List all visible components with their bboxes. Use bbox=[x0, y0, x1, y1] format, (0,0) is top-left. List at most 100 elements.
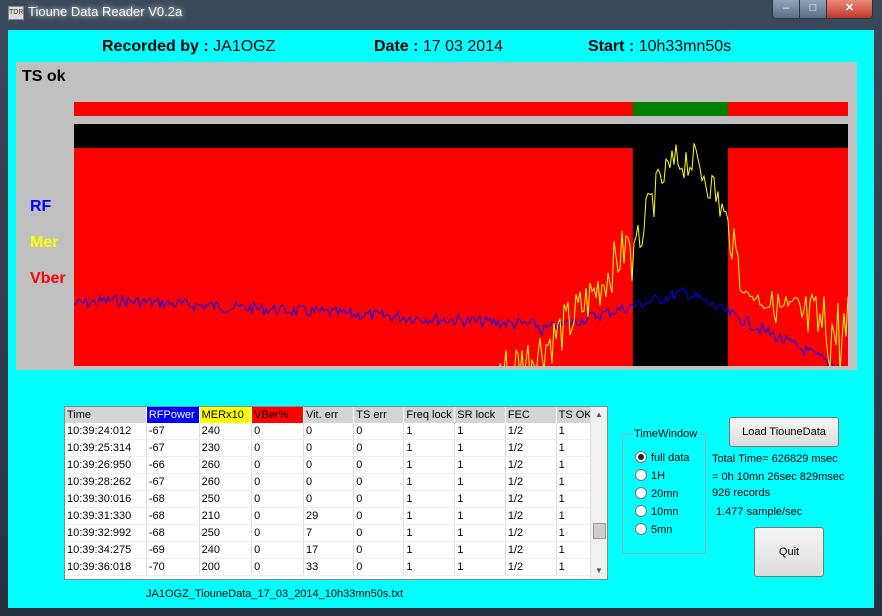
column-header[interactable]: MERx10 bbox=[199, 407, 253, 423]
table-cell: 1 bbox=[454, 439, 506, 457]
column-header[interactable]: RFPower bbox=[146, 407, 200, 423]
table-cell: 1/2 bbox=[505, 456, 557, 474]
table-cell: 0 bbox=[251, 423, 304, 440]
table-cell: 29 bbox=[303, 507, 355, 525]
table-cell: 0 bbox=[251, 439, 304, 457]
table-row[interactable]: 10:39:24:012 -67 240 0 0 0 1 1 1/2 1 bbox=[65, 423, 607, 440]
radio-icon[interactable] bbox=[635, 505, 647, 517]
load-tiounedata-button[interactable]: Load TiouneData bbox=[729, 417, 839, 447]
column-header[interactable]: VBer% bbox=[251, 407, 304, 423]
radio-icon[interactable] bbox=[635, 469, 647, 481]
app-icon: TDR bbox=[8, 6, 24, 20]
table-cell: 0 bbox=[353, 558, 405, 576]
ts-ok-label: TS ok bbox=[22, 68, 66, 85]
table-cell: 1/2 bbox=[505, 423, 557, 440]
table-cell: 1 bbox=[403, 558, 456, 576]
table-cell: 0 bbox=[353, 439, 405, 457]
radio-icon[interactable] bbox=[635, 487, 647, 499]
column-header[interactable]: FEC bbox=[505, 407, 557, 423]
start: Start : 10h33mn50s bbox=[588, 38, 731, 56]
time-window-option[interactable]: 20mn bbox=[635, 487, 679, 500]
table-cell: -66 bbox=[146, 456, 200, 474]
table-cell: -69 bbox=[146, 541, 200, 559]
table-row[interactable]: 10:39:36:018 -70 200 0 33 0 1 1 1/2 1 bbox=[65, 558, 607, 576]
column-header[interactable]: SR lock bbox=[454, 407, 506, 423]
table-cell: 1 bbox=[454, 473, 506, 491]
table-cell: 0 bbox=[251, 473, 304, 491]
table-cell: -68 bbox=[146, 507, 200, 525]
table-cell: 200 bbox=[199, 558, 253, 576]
table-row[interactable]: 10:39:30:016 -68 250 0 0 0 1 1 1/2 1 bbox=[65, 490, 607, 508]
table-cell: 0 bbox=[353, 456, 405, 474]
close-button[interactable]: ✕ bbox=[826, 0, 873, 19]
table-scrollbar[interactable]: ▲ ▼ bbox=[590, 407, 607, 579]
table-row[interactable]: 10:39:32:992 -68 250 0 7 0 1 1 1/2 1 bbox=[65, 524, 607, 542]
table-cell: 7 bbox=[303, 524, 355, 542]
table-cell: 10:39:24:012 bbox=[65, 423, 147, 440]
table-cell: -67 bbox=[146, 473, 200, 491]
table-cell: 1 bbox=[454, 524, 506, 542]
table-cell: 10:39:32:992 bbox=[65, 524, 147, 542]
quit-button[interactable]: Quit bbox=[754, 527, 824, 577]
minimize-button[interactable]: ‒ bbox=[772, 0, 800, 19]
table-cell: 0 bbox=[251, 507, 304, 525]
column-header[interactable]: Time bbox=[65, 407, 147, 423]
rf-legend: RF bbox=[30, 198, 52, 215]
table-cell: 10:39:31:330 bbox=[65, 507, 147, 525]
date-value: 17 03 2014 bbox=[422, 38, 503, 55]
table-cell: 230 bbox=[199, 439, 253, 457]
date-label: Date : bbox=[374, 38, 419, 55]
table-cell: 250 bbox=[199, 490, 253, 508]
table-cell: 0 bbox=[353, 541, 405, 559]
column-header[interactable]: TS err bbox=[353, 407, 405, 423]
maximize-button[interactable]: □ bbox=[799, 0, 827, 19]
scroll-up-icon[interactable]: ▲ bbox=[595, 410, 603, 419]
table-cell: 0 bbox=[251, 558, 304, 576]
table-row[interactable]: 10:39:26:950 -66 260 0 0 0 1 1 1/2 1 bbox=[65, 456, 607, 474]
table-cell: 1/2 bbox=[505, 507, 557, 525]
table-row[interactable]: 10:39:28:262 -67 260 0 0 0 1 1 1/2 1 bbox=[65, 473, 607, 491]
table-cell: 0 bbox=[303, 423, 355, 440]
table-cell: 17 bbox=[303, 541, 355, 559]
column-header[interactable]: Vit. err bbox=[303, 407, 355, 423]
table-row[interactable]: 10:39:34:275 -69 240 0 17 0 1 1 1/2 1 bbox=[65, 541, 607, 559]
table-cell: 0 bbox=[251, 456, 304, 474]
data-table[interactable]: Time RFPower MERx10 VBer% Vit. err TS err Freq… bbox=[64, 406, 608, 580]
vber-area-left bbox=[74, 148, 633, 366]
table-row[interactable]: 10:39:31:330 -68 210 0 29 0 1 1 1/2 1 bbox=[65, 507, 607, 525]
time-window-option[interactable]: 5mn bbox=[635, 523, 672, 536]
scroll-thumb[interactable] bbox=[593, 523, 606, 539]
table-cell: 1/2 bbox=[505, 439, 557, 457]
table-cell: 10:39:36:018 bbox=[65, 558, 147, 576]
table-cell: 1/2 bbox=[505, 558, 557, 576]
scroll-down-icon[interactable]: ▼ bbox=[595, 566, 603, 575]
table-cell: 1 bbox=[403, 423, 456, 440]
time-window-option[interactable]: 1H bbox=[635, 469, 665, 482]
table-cell: 250 bbox=[199, 524, 253, 542]
table-cell: 0 bbox=[251, 524, 304, 542]
table-cell: 1/2 bbox=[505, 473, 557, 491]
column-header[interactable]: Freq lock bbox=[403, 407, 456, 423]
mer-legend: Mer bbox=[30, 234, 59, 251]
table-row[interactable]: 10:39:25:314 -67 230 0 0 0 1 1 1/2 1 bbox=[65, 439, 607, 457]
table-cell: -68 bbox=[146, 524, 200, 542]
table-cell: 0 bbox=[251, 490, 304, 508]
table-cell: 240 bbox=[199, 423, 253, 440]
table-cell: 1 bbox=[403, 524, 456, 542]
table-cell: 0 bbox=[251, 541, 304, 559]
title-bar[interactable]: TDR Tioune Data Reader V0.2a ‒ □ ✕ bbox=[0, 0, 882, 26]
time-window-option[interactable]: 10mn bbox=[635, 505, 679, 518]
table-cell: 0 bbox=[353, 524, 405, 542]
time-window-option[interactable]: full data bbox=[635, 451, 690, 464]
table-cell: 0 bbox=[303, 456, 355, 474]
radio-icon[interactable] bbox=[635, 451, 647, 463]
table-cell: 1 bbox=[454, 423, 506, 440]
records-table[interactable]: Time RFPower MERx10 VBer% Vit. err TS err Freq… bbox=[65, 407, 607, 576]
table-header-row: Time RFPower MERx10 VBer% Vit. err TS err Freq… bbox=[65, 407, 607, 423]
radio-icon[interactable] bbox=[635, 523, 647, 535]
table-cell: 0 bbox=[303, 490, 355, 508]
table-cell: 240 bbox=[199, 541, 253, 559]
window-title: Tioune Data Reader V0.2a bbox=[28, 4, 183, 19]
table-body: 10:39:24:012 -67 240 0 0 0 1 1 1/2 1 10:39:25:314-… bbox=[65, 423, 607, 576]
